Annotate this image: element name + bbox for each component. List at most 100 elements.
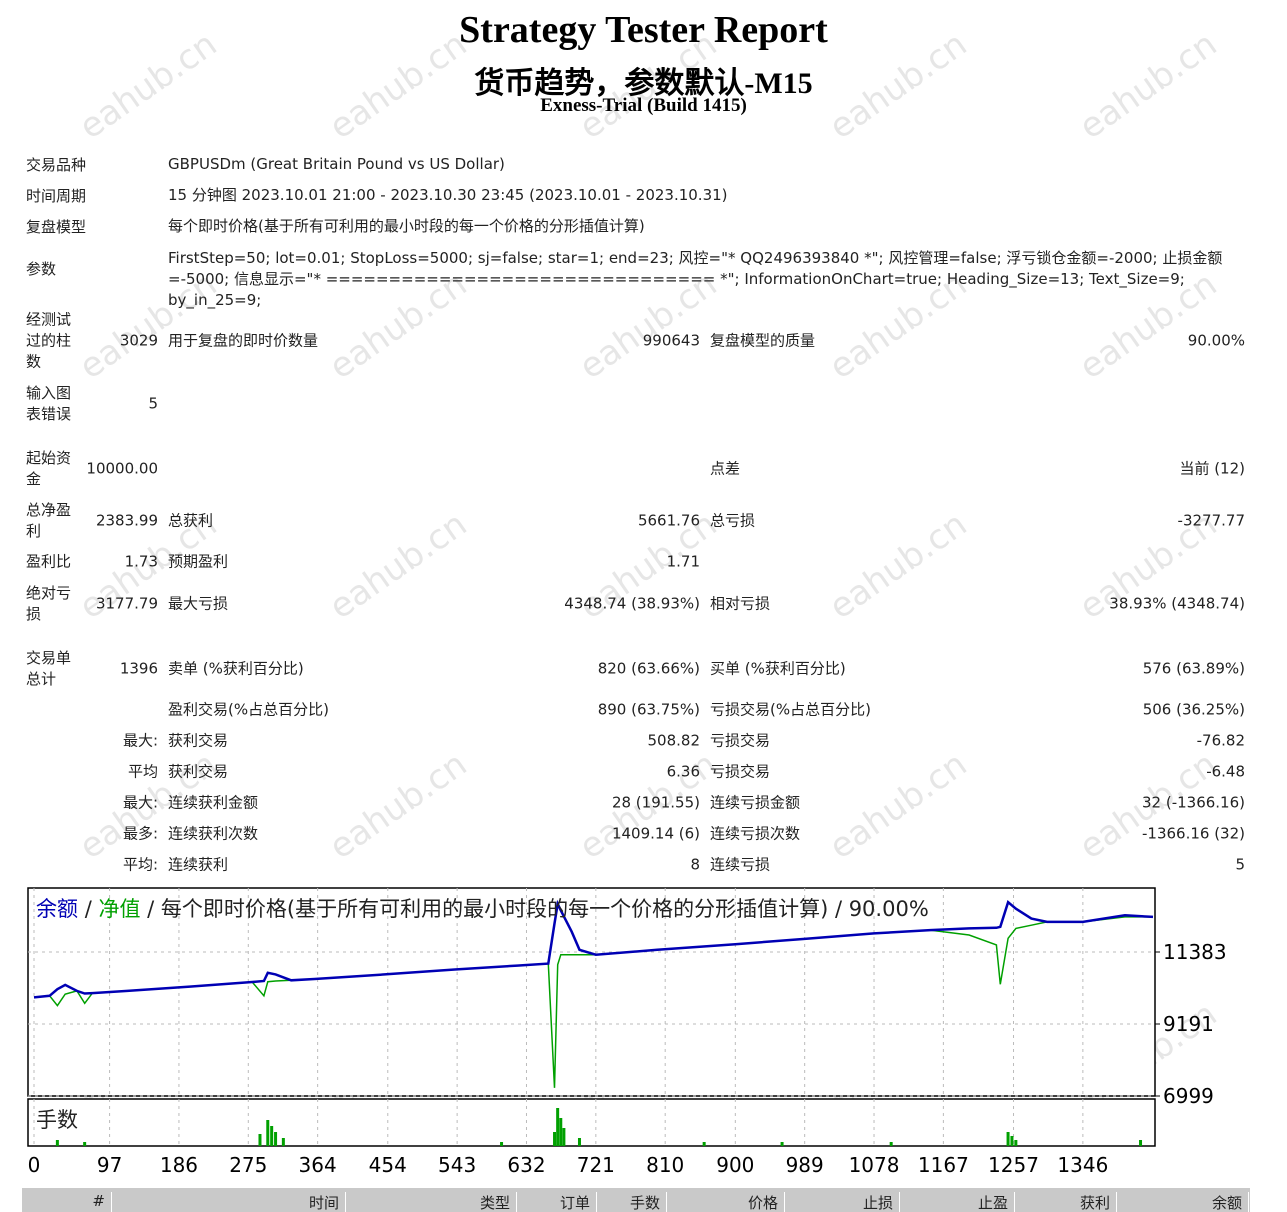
stat-value: 3029 bbox=[119, 331, 158, 350]
stat-label: 亏损交易(%占总百分比) bbox=[710, 700, 871, 719]
stat-value: 576 (63.89%) bbox=[1142, 659, 1245, 678]
stat-value: 最大: bbox=[122, 731, 158, 750]
legend-balance: 余额 bbox=[36, 897, 78, 921]
stat-label: 获利交易 bbox=[168, 762, 229, 781]
stat-label: 盈利交易(%占总百分比) bbox=[168, 700, 329, 719]
stat-value: -76.82 bbox=[1196, 731, 1245, 750]
stat-label: 亏损交易 bbox=[710, 731, 771, 750]
stat-label: 绝对亏损 bbox=[26, 584, 72, 623]
lots-label: 手数 bbox=[36, 1108, 78, 1132]
stat-value: 820 (63.66%) bbox=[597, 659, 700, 678]
stat-value: 990643 bbox=[642, 331, 700, 350]
x-tick-label: 632 bbox=[507, 1153, 545, 1177]
stat-value: 1.71 bbox=[666, 552, 700, 571]
stat-value: 90.00% bbox=[1187, 331, 1245, 350]
x-tick-label: 989 bbox=[786, 1153, 824, 1177]
table-header-cell: 类型 bbox=[347, 1192, 517, 1212]
stat-label: 复盘模型的质量 bbox=[710, 331, 816, 350]
stat-value: 最大: bbox=[122, 793, 158, 812]
report-subtitle: 货币趋势，参数默认-M15 bbox=[474, 67, 813, 100]
stat-value: 32 (-1366.16) bbox=[1141, 793, 1245, 812]
lots-bar bbox=[1014, 1140, 1018, 1146]
table-header-cell: # bbox=[22, 1192, 112, 1212]
table-header-cell: 订单 bbox=[518, 1192, 597, 1212]
stat-label: 连续获利金额 bbox=[168, 793, 259, 812]
stat-value: 6.36 bbox=[666, 762, 700, 781]
stat-label: 交易单总计 bbox=[26, 649, 72, 688]
stat-label: 预期盈利 bbox=[168, 552, 229, 571]
lots-bar bbox=[577, 1138, 581, 1146]
stat-label: 最大亏损 bbox=[168, 594, 229, 613]
lots-bar bbox=[556, 1108, 560, 1146]
y-tick-label: 9191 bbox=[1163, 1012, 1214, 1036]
x-tick-label: 364 bbox=[299, 1153, 337, 1177]
stat-label: 输入图表错误 bbox=[26, 384, 72, 423]
chart-legend: 余额 / 净值 / 每个即时价格(基于所有可利用的最小时段的每一个价格的分形插值… bbox=[36, 893, 929, 923]
table-header-cell: 价格 bbox=[668, 1192, 785, 1212]
stat-label: 连续获利 bbox=[168, 855, 229, 874]
stat-label: 卖单 (%获利百分比) bbox=[168, 659, 304, 678]
x-tick-label: 275 bbox=[229, 1153, 267, 1177]
lots-bar bbox=[500, 1142, 504, 1146]
stat-label: 买单 (%获利百分比) bbox=[710, 659, 846, 678]
stat-label: 连续亏损 bbox=[710, 855, 771, 874]
stat-label: 总亏损 bbox=[710, 511, 756, 530]
table-header-cell: 时间 bbox=[113, 1192, 346, 1212]
stat-value: 38.93% (4348.74) bbox=[1109, 594, 1245, 613]
stat-label: 连续获利次数 bbox=[168, 824, 259, 843]
x-tick-label: 900 bbox=[716, 1153, 754, 1177]
y-tick-label: 6999 bbox=[1163, 1084, 1214, 1108]
stat-value: 5661.76 bbox=[637, 511, 700, 530]
info-label: 时间周期 bbox=[26, 187, 87, 205]
x-tick-label: 186 bbox=[160, 1153, 198, 1177]
stat-label: 总净盈利 bbox=[26, 501, 72, 540]
lots-bar bbox=[559, 1118, 563, 1146]
info-value: FirstStep=50; lot=0.01; StopLoss=5000; s… bbox=[168, 249, 1223, 309]
stat-value: 最多: bbox=[122, 824, 158, 843]
info-label: 参数 bbox=[26, 260, 57, 278]
stat-label: 起始资金 bbox=[26, 449, 72, 488]
x-tick-label: 1257 bbox=[988, 1153, 1039, 1177]
table-header-cell: 获利 bbox=[1016, 1192, 1117, 1212]
stat-value: 平均: bbox=[122, 855, 158, 874]
lots-bar bbox=[274, 1132, 278, 1146]
stat-label: 用于复盘的即时价数量 bbox=[168, 331, 319, 350]
lots-bar bbox=[562, 1128, 566, 1146]
stat-label: 总获利 bbox=[168, 511, 214, 530]
report-title: Strategy Tester Report bbox=[459, 9, 828, 51]
stat-value: 1409.14 (6) bbox=[611, 824, 700, 843]
stat-value: 28 (191.55) bbox=[611, 793, 700, 812]
stat-value: 平均 bbox=[127, 762, 158, 781]
stat-label: 获利交易 bbox=[168, 731, 229, 750]
stat-value: 5 bbox=[148, 394, 158, 413]
x-tick-label: 1167 bbox=[918, 1153, 969, 1177]
stat-label: 亏损交易 bbox=[710, 762, 771, 781]
stat-value: 506 (36.25%) bbox=[1142, 700, 1245, 719]
stat-value: -3277.77 bbox=[1177, 511, 1245, 530]
x-tick-label: 454 bbox=[369, 1153, 407, 1177]
table-header-cell: 手数 bbox=[598, 1192, 667, 1212]
stat-label: 连续亏损次数 bbox=[710, 824, 801, 843]
lots-bar bbox=[55, 1140, 59, 1146]
lots-bar bbox=[780, 1142, 784, 1146]
balance-line bbox=[33, 899, 1154, 999]
stat-value: 3177.79 bbox=[95, 594, 158, 613]
stat-label: 经测试过的柱数 bbox=[26, 310, 72, 371]
stat-label: 连续亏损金额 bbox=[710, 793, 801, 812]
x-tick-label: 543 bbox=[438, 1153, 476, 1177]
lots-bar bbox=[83, 1142, 87, 1146]
lots-bar bbox=[1006, 1132, 1010, 1146]
chart-subtitle: / 每个即时价格(基于所有可利用的最小时段的每一个价格的分形插值计算) / 90… bbox=[147, 897, 929, 921]
lots-bar bbox=[1139, 1140, 1143, 1146]
legend-equity: 净值 bbox=[98, 897, 141, 921]
lots-bar bbox=[258, 1134, 262, 1146]
chart-frame bbox=[27, 887, 1156, 1097]
stat-label: 相对亏损 bbox=[710, 594, 771, 613]
stat-value: 2383.99 bbox=[95, 511, 158, 530]
table-header-cell: 止盈 bbox=[901, 1192, 1015, 1212]
lots-bar bbox=[1010, 1136, 1014, 1146]
info-value: 15 分钟图 2023.10.01 21:00 - 2023.10.30 23:… bbox=[168, 186, 728, 204]
info-label: 交易品种 bbox=[26, 156, 87, 174]
lots-bar bbox=[270, 1126, 274, 1146]
